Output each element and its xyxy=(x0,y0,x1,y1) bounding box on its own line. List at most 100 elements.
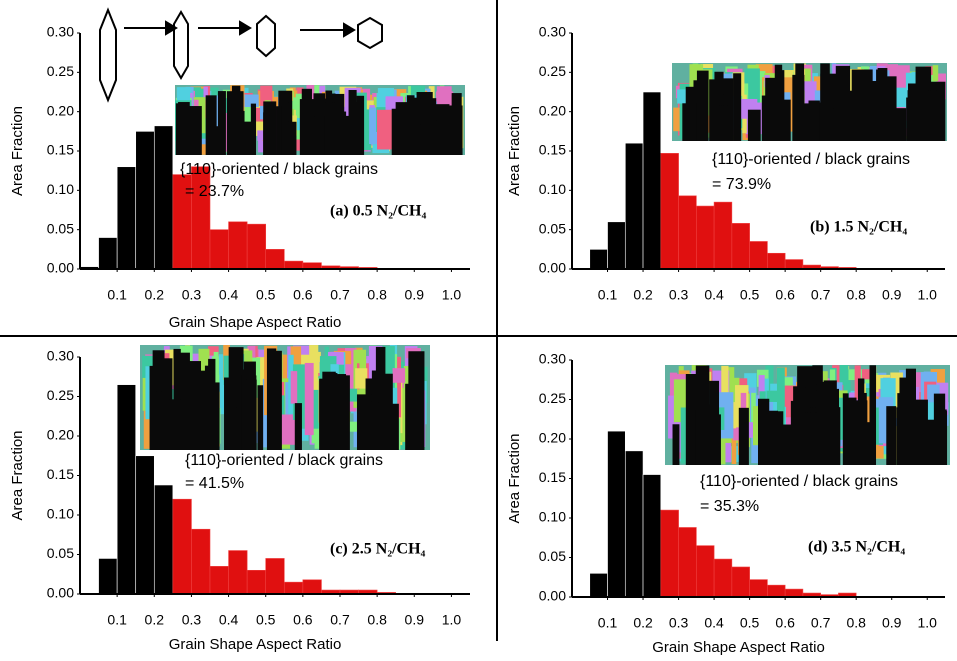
black-grain xyxy=(835,65,851,141)
y-tick-label: 0.30 xyxy=(47,24,74,40)
bar xyxy=(116,384,137,595)
black-grain xyxy=(149,365,157,450)
bar xyxy=(265,558,285,595)
bar xyxy=(116,166,137,270)
annotation: {110}-oriented / black grains xyxy=(180,161,378,178)
black-grain xyxy=(205,95,217,155)
micrograph xyxy=(665,365,950,465)
annotation: = 23.7% xyxy=(185,183,244,200)
bar xyxy=(642,474,662,598)
annotation: = 73.9% xyxy=(712,176,771,193)
x-axis-title: Grain Shape Aspect Ratio xyxy=(169,636,342,653)
x-tick-label: 0.5 xyxy=(256,287,276,303)
micrograph xyxy=(140,345,430,450)
micrograph xyxy=(175,85,465,155)
x-tick-label: 0.2 xyxy=(633,287,653,303)
black-grain xyxy=(217,91,226,155)
bar xyxy=(607,430,626,598)
black-grain xyxy=(924,90,937,141)
black-grain xyxy=(733,73,742,141)
grain-patch xyxy=(839,365,849,385)
black-grain xyxy=(420,98,437,155)
y-axis-title: Area Fraction xyxy=(9,430,26,520)
black-grain xyxy=(877,68,888,141)
black-grain xyxy=(779,424,795,465)
x-tick-label: 0.7 xyxy=(811,287,831,303)
y-tick-label: 0.10 xyxy=(47,181,74,197)
bar xyxy=(98,558,118,595)
y-tick-label: 0.15 xyxy=(539,469,566,485)
black-grain xyxy=(210,126,224,155)
grain-patch xyxy=(854,365,861,400)
annotation: = 41.5% xyxy=(185,475,244,492)
grain-patch xyxy=(721,365,729,398)
grain-patch xyxy=(258,378,269,442)
x-tick-label: 0.2 xyxy=(145,287,165,303)
x-tick-label: 0.6 xyxy=(775,287,795,303)
x-axis-title: Grain Shape Aspect Ratio xyxy=(652,639,825,656)
black-grain xyxy=(919,79,929,141)
bar xyxy=(589,572,608,598)
x-tick-label: 0.6 xyxy=(775,615,795,631)
x-tick-label: 0.7 xyxy=(330,287,350,303)
annotation: (d) 3.5 N₂/CH₄ xyxy=(808,539,905,556)
y-tick-label: 0.05 xyxy=(47,545,74,561)
x-tick-label: 0.3 xyxy=(669,615,689,631)
x-tick-label: 0.6 xyxy=(293,612,313,628)
bar xyxy=(209,566,229,595)
bar xyxy=(246,569,267,595)
black-grain xyxy=(793,386,806,465)
black-grain xyxy=(169,399,183,450)
black-grain xyxy=(776,70,785,141)
x-tick-label: 0.4 xyxy=(219,287,239,303)
x-tick-label: 0.5 xyxy=(740,615,760,631)
black-grain xyxy=(685,373,697,465)
bar xyxy=(731,223,750,270)
x-tick-label: 0.4 xyxy=(704,615,724,631)
x-tick-label: 0.8 xyxy=(367,612,387,628)
black-grain xyxy=(413,97,420,155)
x-tick-label: 1.0 xyxy=(442,612,462,628)
black-grain xyxy=(276,106,282,155)
black-grain xyxy=(263,101,277,155)
y-axis-title: Area Fraction xyxy=(506,433,523,523)
grain xyxy=(256,14,276,58)
black-grain xyxy=(287,121,297,155)
black-grain xyxy=(672,424,680,465)
bar xyxy=(731,566,750,598)
black-grain xyxy=(747,109,761,141)
bar xyxy=(283,581,304,595)
y-tick-label: 0.20 xyxy=(539,430,566,446)
bar xyxy=(624,142,644,270)
y-tick-label: 0.10 xyxy=(539,181,566,197)
grain-patch xyxy=(345,348,357,412)
x-tick-label: 0.7 xyxy=(330,612,350,628)
x-tick-label: 0.8 xyxy=(846,615,866,631)
black-grain xyxy=(906,97,919,141)
black-grain xyxy=(151,391,163,450)
grain-patch xyxy=(932,65,939,82)
black-grain xyxy=(821,381,828,465)
grain-patch xyxy=(376,109,395,150)
y-tick-label: 0.15 xyxy=(47,142,74,158)
black-grain xyxy=(189,361,202,450)
black-grain xyxy=(364,401,379,450)
x-tick-label: 0.1 xyxy=(107,612,127,628)
y-tick-label: 0.05 xyxy=(539,548,566,564)
grain-patch xyxy=(765,365,774,413)
annotation: (b) 1.5 N₂/CH₄ xyxy=(810,219,907,236)
y-tick-label: 0.30 xyxy=(539,351,566,367)
black-grain xyxy=(695,365,710,465)
black-grain xyxy=(231,85,241,155)
x-tick-label: 0.1 xyxy=(107,287,127,303)
grain-patch xyxy=(309,345,319,391)
grain-patch xyxy=(396,356,402,418)
annotation: {110}-oriented / black grains xyxy=(712,151,910,168)
grain-patch xyxy=(355,368,368,389)
black-grain xyxy=(243,379,257,450)
bar xyxy=(713,201,733,270)
x-tick-label: 0.5 xyxy=(256,612,276,628)
shape-evolution-icons xyxy=(99,7,383,103)
bar xyxy=(265,249,285,270)
black-grain xyxy=(828,108,834,141)
